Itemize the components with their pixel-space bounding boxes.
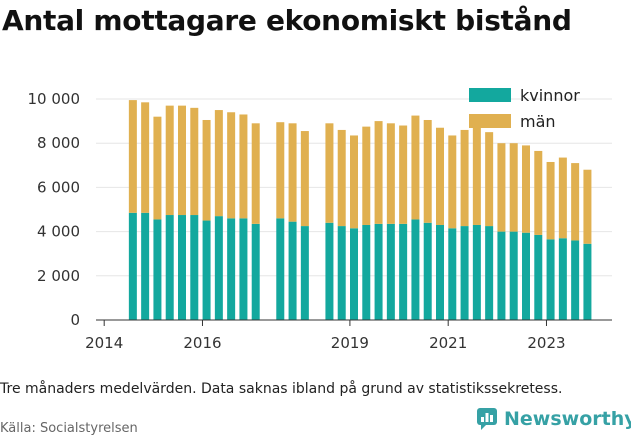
bar-man <box>436 127 444 225</box>
bar-kvinnor <box>374 223 383 320</box>
bar-man <box>128 100 137 213</box>
bar-man <box>325 123 334 223</box>
bar-kvinnor <box>128 212 137 320</box>
bar-man <box>141 102 150 213</box>
bar-kvinnor <box>153 219 162 320</box>
bar-man <box>534 150 543 235</box>
bar-man <box>190 107 199 216</box>
bar-kvinnor <box>362 224 371 320</box>
bar-kvinnor <box>522 232 530 320</box>
newsworthy-logo-icon <box>477 408 497 430</box>
bar-kvinnor <box>571 240 580 320</box>
bar-man <box>251 123 260 224</box>
legend: kvinnor män <box>469 86 580 131</box>
bar-kvinnor <box>411 219 420 320</box>
bar-man <box>153 116 162 220</box>
x-tick-label: 2016 <box>183 334 221 352</box>
bar-kvinnor <box>350 228 358 320</box>
bar-kvinnor <box>460 226 469 320</box>
bar-kvinnor <box>558 238 567 320</box>
bar-man <box>448 135 457 229</box>
bar-kvinnor <box>399 223 408 320</box>
x-tick-label: 2014 <box>85 334 123 352</box>
bars <box>128 100 592 320</box>
x-axis: 2014 2016 2019 2021 2023 <box>85 319 612 352</box>
y-tick-label: 6 000 <box>37 178 80 196</box>
bar-kvinnor <box>497 231 506 320</box>
bar-kvinnor <box>325 222 334 320</box>
bar-man <box>497 143 506 232</box>
bar-man <box>583 169 592 244</box>
chart-note: Tre månaders medelvärden. Data saknas ib… <box>0 381 563 397</box>
bar-kvinnor <box>214 216 223 320</box>
bar-man <box>202 119 211 221</box>
bar-kvinnor <box>288 221 297 320</box>
x-tick-label: 2023 <box>527 334 565 352</box>
y-axis-ticks: 0 2 000 4 000 6 000 8 000 10 000 <box>28 90 81 329</box>
bar-man <box>522 145 530 233</box>
bar-man <box>399 125 408 224</box>
bar-kvinnor <box>337 226 346 320</box>
bar-man <box>239 114 248 219</box>
bar-man <box>178 105 186 216</box>
legend-swatch <box>469 88 511 102</box>
bar-man <box>214 110 223 217</box>
y-tick-label: 10 000 <box>28 90 81 108</box>
bar-man <box>350 135 358 229</box>
bar-chart: 0 2 000 4 000 6 000 8 000 10 000 2014 2016 2019… <box>28 86 612 352</box>
bar-kvinnor <box>546 239 555 320</box>
bar-kvinnor <box>485 226 494 320</box>
bar-man <box>472 126 481 225</box>
bar-man <box>386 123 395 224</box>
bar-man <box>509 143 518 232</box>
bar-kvinnor <box>178 215 186 320</box>
bar-man <box>460 129 469 227</box>
bar-man <box>288 123 297 222</box>
bar-kvinnor <box>386 223 395 320</box>
y-tick-label: 2 000 <box>37 267 80 285</box>
bar-kvinnor <box>300 226 309 320</box>
bar-man <box>571 163 580 241</box>
bar-kvinnor <box>583 243 592 320</box>
brand-name: Newsworthy <box>504 408 631 430</box>
legend-label: kvinnor <box>520 86 580 105</box>
bar-kvinnor <box>190 215 199 320</box>
bar-man <box>485 132 494 227</box>
bar-kvinnor <box>202 220 211 320</box>
bar-kvinnor <box>276 218 285 320</box>
y-tick-label: 8 000 <box>37 134 80 152</box>
bar-kvinnor <box>165 215 174 320</box>
bar-man <box>276 122 285 219</box>
y-tick-label: 4 000 <box>37 223 80 241</box>
chart-title: Antal mottagare ekonomiskt bistånd <box>2 4 572 37</box>
bar-man <box>227 112 236 219</box>
bar-man <box>300 131 309 227</box>
bar-kvinnor <box>239 218 248 320</box>
bar-kvinnor <box>423 222 432 320</box>
bar-man <box>411 115 420 220</box>
bar-kvinnor <box>251 223 260 320</box>
bar-man <box>362 126 371 225</box>
bar-man <box>546 161 555 240</box>
bar-man <box>423 119 432 223</box>
bar-man <box>374 121 383 224</box>
brand-logo[interactable]: Newsworthy <box>476 407 631 431</box>
x-tick-label: 2019 <box>331 334 369 352</box>
legend-swatch <box>469 114 511 128</box>
bar-kvinnor <box>448 228 457 320</box>
bar-kvinnor <box>436 224 444 320</box>
legend-label: män <box>520 112 556 131</box>
y-tick-label: 0 <box>70 311 80 329</box>
source-text: Källa: Socialstyrelsen <box>0 421 138 436</box>
x-tick-label: 2021 <box>429 334 467 352</box>
bar-kvinnor <box>227 218 236 320</box>
bar-man <box>337 129 346 227</box>
bar-kvinnor <box>472 224 481 320</box>
bar-man <box>558 157 567 239</box>
bar-kvinnor <box>534 234 543 320</box>
bar-man <box>165 105 174 216</box>
bar-kvinnor <box>141 212 150 320</box>
bar-kvinnor <box>509 231 518 320</box>
